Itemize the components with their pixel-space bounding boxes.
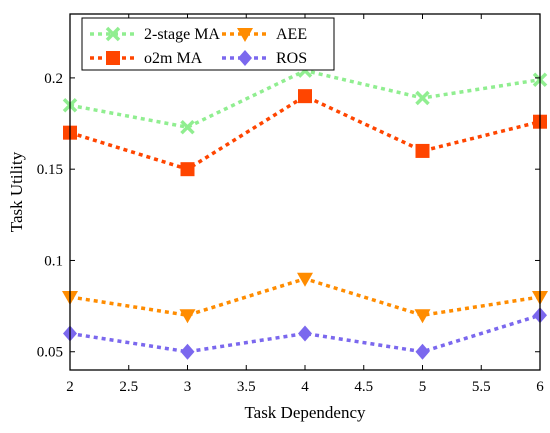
y-tick-label: 0.15 bbox=[37, 162, 63, 178]
data-point bbox=[415, 90, 430, 106]
legend-box bbox=[81, 17, 335, 71]
series-ros bbox=[63, 307, 547, 360]
legend-marker bbox=[238, 50, 252, 66]
data-point bbox=[415, 343, 430, 360]
x-tick-label: 5.5 bbox=[472, 379, 491, 395]
data-point bbox=[415, 143, 430, 158]
legend-marker bbox=[237, 28, 253, 42]
x-tick-label: 3.5 bbox=[237, 379, 256, 395]
x-tick-label: 2 bbox=[66, 379, 74, 395]
legend-marker bbox=[105, 26, 121, 42]
legend: 2-stage MA o2m MA AEE ROS bbox=[81, 17, 335, 71]
x-tick-label: 3 bbox=[184, 379, 192, 395]
legend-entry: 2-stage MA bbox=[90, 26, 220, 43]
plot-area bbox=[62, 63, 548, 360]
x-axis-label: Task Dependency bbox=[244, 403, 366, 422]
x-tick-label: 4 bbox=[301, 379, 309, 395]
series-aee bbox=[62, 272, 548, 324]
x-tick-label: 4.5 bbox=[354, 379, 373, 395]
data-point bbox=[179, 309, 196, 324]
y-tick-label: 0.05 bbox=[37, 345, 63, 361]
legend-label: ROS bbox=[276, 50, 307, 67]
data-point bbox=[180, 343, 195, 360]
series-line bbox=[69, 94, 541, 172]
x-tick-label: 2.5 bbox=[119, 379, 138, 395]
legend-label: AEE bbox=[276, 26, 307, 43]
data-point bbox=[298, 325, 312, 342]
data-point bbox=[180, 119, 195, 135]
legend-entry: ROS bbox=[222, 50, 307, 67]
legend-entry: o2m MA bbox=[90, 50, 203, 67]
y-tick-label: 0.1 bbox=[44, 253, 63, 269]
y-tick-label: 0.2 bbox=[44, 71, 63, 87]
data-point bbox=[180, 162, 195, 177]
x-tick-label: 5 bbox=[419, 379, 427, 395]
data-point bbox=[414, 309, 431, 324]
data-point bbox=[297, 272, 313, 287]
series-o2m-ma bbox=[63, 89, 547, 177]
legend-entry: AEE bbox=[222, 26, 307, 43]
legend-label: 2-stage MA bbox=[144, 26, 220, 43]
axis-ticks: 2 2.5 3 3.5 4 4.5 5 5.5 6 0.05 0.1 0.15 0.2 bbox=[37, 14, 544, 395]
legend-marker bbox=[106, 51, 120, 65]
data-point bbox=[298, 89, 312, 104]
y-axis-label: Task Utility bbox=[7, 151, 26, 232]
legend-label: o2m MA bbox=[144, 50, 203, 67]
x-tick-label: 6 bbox=[536, 379, 544, 395]
